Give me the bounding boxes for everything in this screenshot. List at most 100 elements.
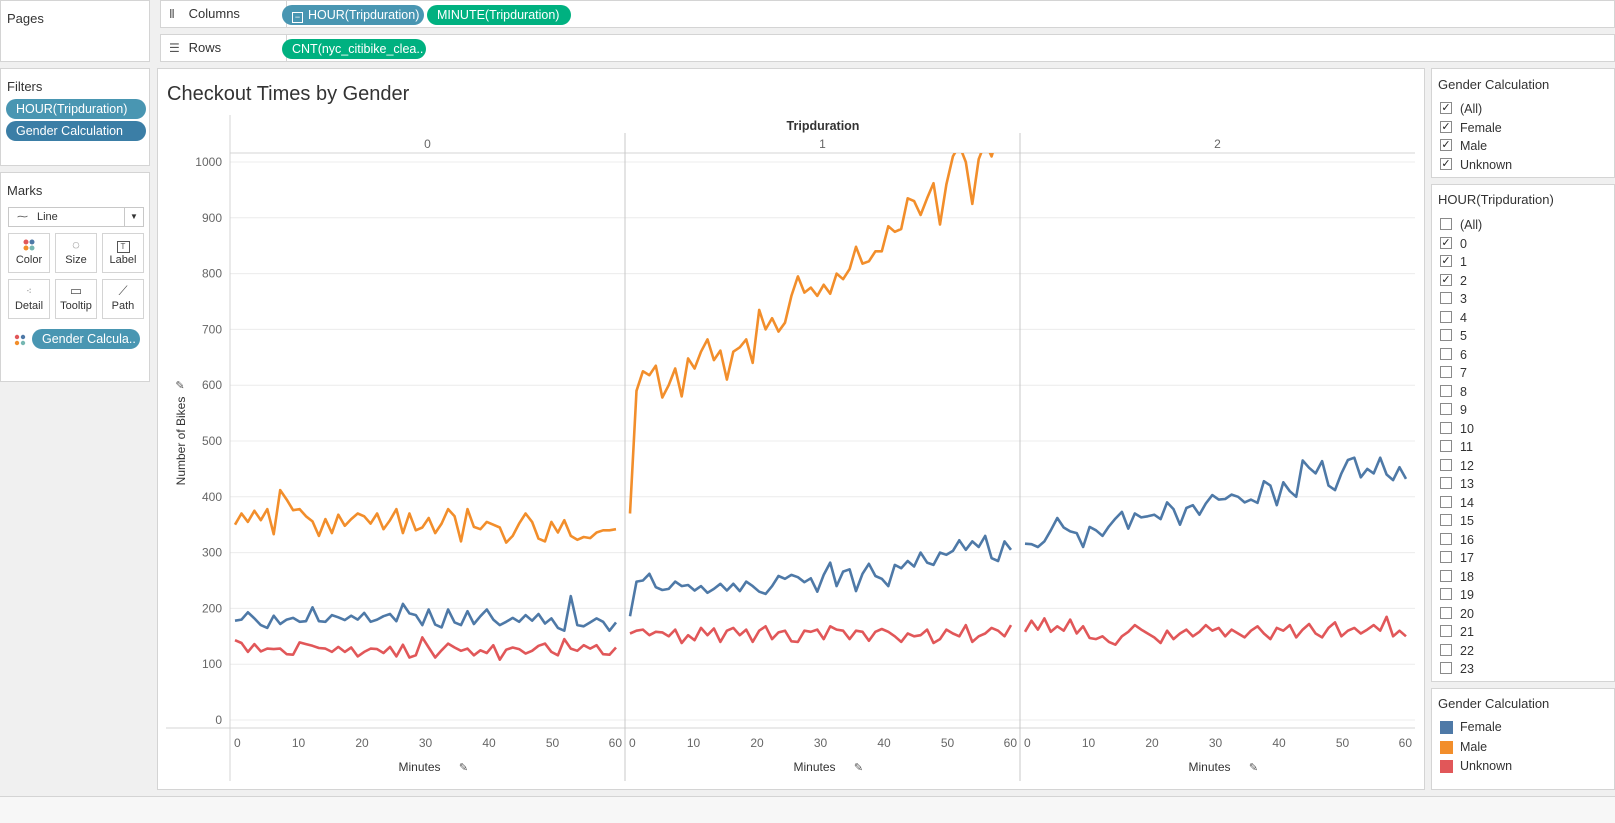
marks-path-button[interactable]: ⟋ Path bbox=[102, 279, 144, 319]
pin-icon[interactable]: ✎ bbox=[175, 380, 184, 392]
y-tick-label: 700 bbox=[202, 322, 222, 336]
hour-filter-option-label: 4 bbox=[1460, 310, 1467, 325]
marks-tooltip-button[interactable]: ▭ Tooltip bbox=[55, 279, 97, 319]
filter-pill-hour[interactable]: HOUR(Tripduration) bbox=[6, 99, 146, 119]
mark-type-dropdown[interactable]: ⁓ Line ▼ bbox=[8, 207, 144, 227]
hour-filter-option-label: 6 bbox=[1460, 347, 1467, 362]
series-line-female[interactable] bbox=[1024, 456, 1408, 549]
checkbox[interactable]: ✓ bbox=[1440, 273, 1452, 286]
hour-filter-option-label: 21 bbox=[1460, 625, 1474, 639]
x-tick-label: 30 bbox=[1209, 736, 1223, 750]
hour-filter-option-label: 3 bbox=[1460, 292, 1467, 306]
panel-header: 2 bbox=[1214, 137, 1221, 151]
color-legend-card[interactable]: Gender Calculation Female Male Unknown bbox=[1431, 688, 1615, 790]
pin-icon[interactable]: ✎ bbox=[1249, 762, 1258, 774]
hour-filter-option-label: 22 bbox=[1460, 643, 1474, 658]
gender-filter-card[interactable]: Gender Calculation ✓ (All) ✓ Female ✓ Male ✓ Un… bbox=[1431, 68, 1615, 178]
checkbox[interactable] bbox=[1440, 440, 1452, 452]
checkbox[interactable] bbox=[1440, 292, 1452, 304]
filter-pill-hour-text: HOUR(Tripduration) bbox=[16, 102, 128, 116]
chart-card: Checkout Times by Gender Tripduration Nu… bbox=[157, 68, 1425, 790]
marks-card[interactable]: Marks ⁓ Line ▼ Color ◌ Size T Label ⁖ De… bbox=[0, 172, 150, 382]
checkbox[interactable] bbox=[1440, 347, 1452, 360]
columns-pill-hour[interactable]: − HOUR(Tripduration) bbox=[282, 5, 424, 25]
checkbox[interactable] bbox=[1440, 403, 1452, 415]
series-line-male[interactable] bbox=[628, 129, 1011, 514]
hour-filter-option-label: 11 bbox=[1460, 440, 1473, 454]
checkbox[interactable]: ✓ bbox=[1440, 102, 1452, 114]
checkbox[interactable] bbox=[1440, 477, 1452, 489]
filter-pill-gender[interactable]: Gender Calculation bbox=[6, 121, 146, 141]
gender-filter-option-label: (All) bbox=[1460, 102, 1483, 116]
x-tick-label: 0 bbox=[1024, 736, 1031, 750]
pages-card[interactable]: Pages bbox=[0, 0, 150, 62]
legend-label: Male bbox=[1460, 739, 1488, 754]
checkbox[interactable] bbox=[1440, 569, 1452, 582]
x-tick-label: 30 bbox=[814, 736, 828, 750]
panel-header: 1 bbox=[819, 137, 826, 151]
checkbox[interactable] bbox=[1440, 421, 1452, 434]
y-tick-label: 300 bbox=[202, 546, 222, 560]
pages-title: Pages bbox=[7, 11, 44, 26]
x-tick-label: 50 bbox=[1336, 736, 1350, 750]
y-tick-label: 200 bbox=[202, 601, 222, 615]
columns-pill-minute[interactable]: MINUTE(Tripduration) bbox=[427, 5, 571, 25]
rows-pill-count-text: CNT(nyc_citibike_clea.. bbox=[292, 42, 424, 56]
series-line-unknown[interactable] bbox=[1023, 615, 1407, 647]
checkbox[interactable] bbox=[1440, 606, 1452, 619]
collapse-icon[interactable]: − bbox=[292, 12, 303, 23]
checkbox[interactable]: ✓ bbox=[1440, 120, 1452, 133]
chart-title: Checkout Times by Gender bbox=[167, 83, 410, 105]
chart-canvas: Checkout Times by Gender Tripduration Nu… bbox=[166, 83, 1415, 781]
y-tick-label: 100 bbox=[202, 657, 222, 671]
x-tick-label: 60 bbox=[609, 736, 623, 750]
checkbox[interactable] bbox=[1440, 532, 1452, 545]
marks-tooltip-label: Tooltip bbox=[60, 300, 92, 312]
checkbox[interactable] bbox=[1440, 643, 1452, 656]
columns-shelf[interactable]: Ⅱ Columns − HOUR(Tripduration) MINUTE(Tri… bbox=[160, 0, 1615, 28]
checkbox[interactable] bbox=[1440, 514, 1452, 526]
checkbox[interactable] bbox=[1440, 218, 1452, 230]
checkbox[interactable] bbox=[1440, 662, 1452, 674]
checkbox[interactable]: ✓ bbox=[1440, 157, 1452, 170]
hour-filter-option-label: 23 bbox=[1460, 662, 1474, 676]
checkbox[interactable] bbox=[1440, 588, 1452, 600]
checkbox[interactable]: ✓ bbox=[1440, 255, 1452, 267]
checkbox[interactable] bbox=[1440, 329, 1452, 341]
legend-swatch bbox=[1440, 760, 1453, 773]
marks-size-button[interactable]: ◌ Size bbox=[55, 233, 97, 273]
marks-color-pill[interactable]: Gender Calcula.. bbox=[32, 329, 140, 349]
series-line-female[interactable] bbox=[234, 594, 618, 633]
x-tick-label: 40 bbox=[482, 736, 496, 750]
checkbox[interactable] bbox=[1440, 495, 1452, 508]
checkbox[interactable]: ✓ bbox=[1440, 236, 1452, 249]
hour-filter-option-label: 10 bbox=[1460, 421, 1474, 436]
checkbox[interactable] bbox=[1440, 625, 1452, 637]
marks-detail-button[interactable]: ⁖ Detail bbox=[8, 279, 50, 319]
marks-label-button[interactable]: T Label bbox=[102, 233, 144, 273]
legend-swatch bbox=[1440, 740, 1453, 754]
series-line-unknown[interactable] bbox=[629, 623, 1013, 645]
rows-shelf[interactable]: ☰ Rows CNT(nyc_citibike_clea.. bbox=[160, 34, 1615, 62]
x-tick-label: 10 bbox=[687, 736, 701, 750]
checkbox[interactable] bbox=[1440, 366, 1452, 378]
rows-pill-count[interactable]: CNT(nyc_citibike_clea.. bbox=[282, 39, 426, 59]
checkbox[interactable]: ✓ bbox=[1440, 139, 1452, 151]
dropdown-chevron-icon[interactable]: ▼ bbox=[124, 208, 143, 226]
pin-icon[interactable]: ✎ bbox=[854, 762, 863, 774]
checkbox[interactable] bbox=[1440, 384, 1452, 397]
filters-card[interactable]: Filters HOUR(Tripduration) Gender Calcul… bbox=[0, 68, 150, 166]
marks-size-label: Size bbox=[65, 254, 87, 266]
series-line-unknown[interactable] bbox=[234, 636, 617, 662]
y-tick-label: 500 bbox=[202, 434, 222, 448]
marks-label-label: Label bbox=[109, 254, 137, 266]
pin-icon[interactable]: ✎ bbox=[459, 762, 468, 774]
checkbox[interactable] bbox=[1440, 458, 1452, 471]
checkbox[interactable] bbox=[1440, 310, 1452, 323]
series-line-male[interactable] bbox=[233, 488, 617, 544]
hour-filter-card[interactable]: HOUR(Tripduration) (All) ✓ 0 ✓ 1 ✓ 2 3 4 5 6 7 8 9 10 1… bbox=[1431, 184, 1615, 682]
x-tick-label: 10 bbox=[292, 736, 306, 750]
checkbox[interactable] bbox=[1440, 551, 1452, 563]
marks-color-button[interactable]: Color bbox=[8, 233, 50, 273]
series-line-female[interactable] bbox=[628, 534, 1013, 617]
